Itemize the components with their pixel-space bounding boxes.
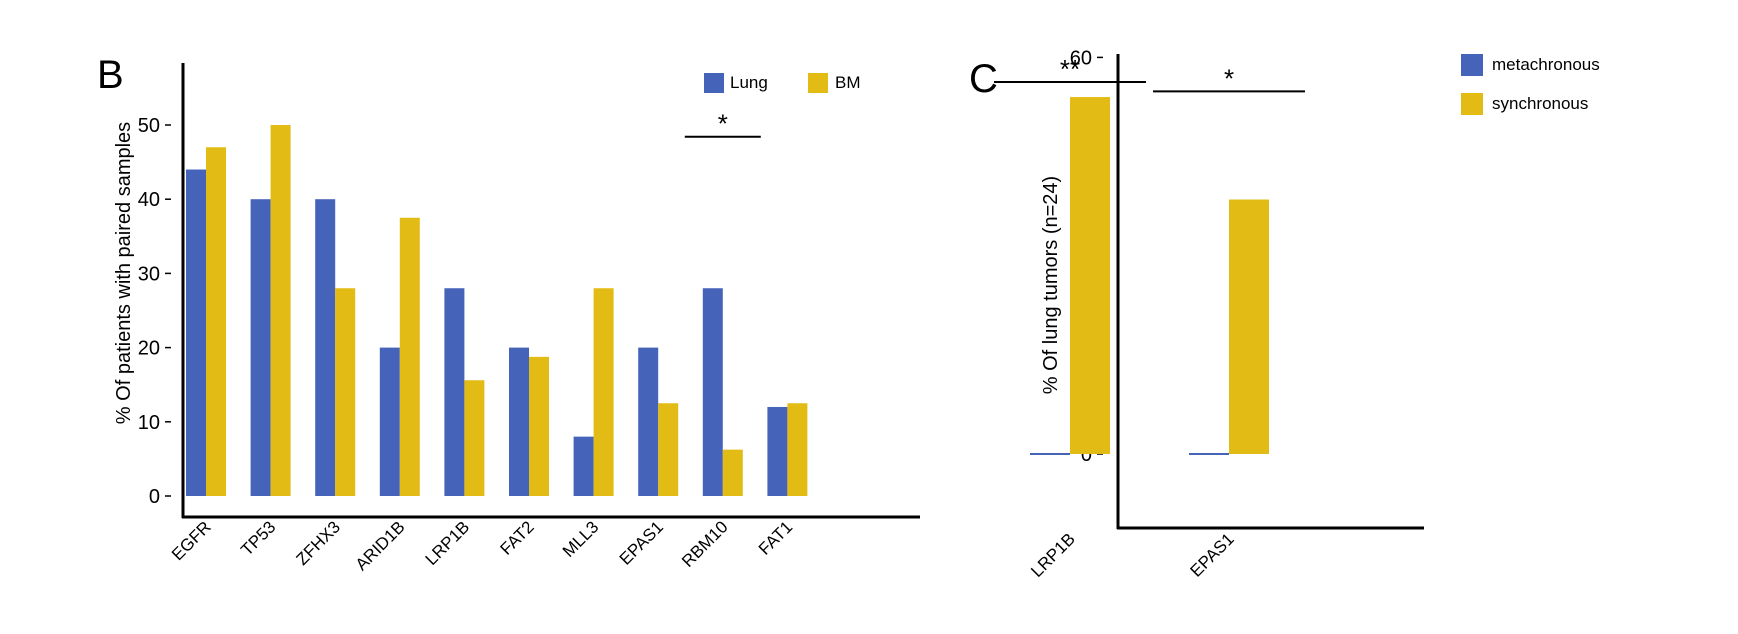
- y-tick-label: 60: [1070, 47, 1092, 69]
- bar-metachronous-epas1: [1189, 453, 1229, 455]
- x-tick-label-egfr: EGFR: [168, 517, 215, 564]
- bar-lung-fat2: [509, 347, 529, 496]
- panel-c-y-axis-title: % Of lung tumors (n=24): [1040, 176, 1062, 394]
- x-tick-label-arid1b: ARID1B: [352, 517, 409, 574]
- panel-c-legend: metachronous synchronous: [1461, 54, 1600, 115]
- bar-bm-tp53: [270, 125, 291, 496]
- x-tick-label-lrp1b: LRP1B: [1027, 529, 1079, 581]
- legend-label-metachronous: metachronous: [1492, 55, 1600, 74]
- x-tick-label-fat2: FAT2: [497, 517, 538, 558]
- x-tick-label-mll3: MLL3: [559, 517, 603, 561]
- legend-swatch-metachronous: [1461, 54, 1483, 76]
- panel-b-y-axis-title: % Of patients with paired samples: [113, 122, 135, 424]
- y-tick-label: 0: [1081, 444, 1092, 466]
- y-tick-label: 50: [138, 115, 160, 137]
- bar-lung-zfhx3: [315, 199, 336, 496]
- panel-b-legend: Lung BM: [704, 73, 861, 93]
- legend-label-bm: BM: [835, 73, 861, 92]
- y-tick-label: 40: [138, 189, 160, 211]
- bar-bm-arid1b: [399, 217, 420, 496]
- panel-b-x-ticks: EGFR TP53 ZFHX3 ARID1B LRP1B FAT2 MLL3 EPAS1 RBM…: [168, 517, 796, 574]
- bar-lung-egfr: [186, 169, 206, 496]
- x-tick-label-rbm10: RBM10: [678, 517, 732, 571]
- x-tick-label-fat1: FAT1: [755, 517, 796, 558]
- legend-label-synchronous: synchronous: [1492, 94, 1588, 113]
- legend-swatch-lung: [704, 73, 724, 93]
- y-tick-label: 10: [138, 412, 160, 434]
- bar-synchronous-epas1: [1229, 199, 1269, 454]
- bar-bm-fat1: [787, 403, 808, 496]
- x-tick-label-tp53: TP53: [237, 517, 279, 559]
- y-tick-label: 30: [138, 263, 160, 285]
- x-tick-label-zfhx3: ZFHX3: [293, 517, 345, 569]
- x-tick-label-epas1: EPAS1: [616, 517, 667, 568]
- bar-lung-mll3: [573, 436, 594, 496]
- bar-bm-egfr: [206, 147, 226, 496]
- legend-swatch-bm: [808, 73, 828, 93]
- panel-b-y-ticks: 0 10 20 30 40 50: [138, 115, 171, 508]
- panel-b-bars: [186, 125, 808, 496]
- significance-label-rbm10: *: [718, 109, 728, 139]
- panel-c-significance: ** *: [994, 54, 1305, 93]
- bar-lung-fat1: [767, 406, 788, 496]
- y-tick-label: 20: [138, 338, 160, 360]
- significance-label-epas1: *: [1224, 63, 1234, 93]
- legend-label-lung: Lung: [730, 73, 768, 92]
- significance-label-lrp1b: **: [1060, 54, 1080, 84]
- bar-lung-lrp1b: [444, 288, 465, 496]
- panel-c-chart: C % Of lung tumors (n=24) 0204060 *** LR…: [969, 47, 1600, 581]
- bar-bm-mll3: [593, 288, 614, 496]
- panel-c-letter: C: [969, 57, 998, 101]
- bar-bm-rbm10: [722, 449, 743, 496]
- panel-c-x-ticks: LRP1B EPAS1: [1027, 529, 1238, 581]
- panel-b-chart: B % Of patients with paired samples 0 10 2…: [97, 53, 920, 574]
- bar-metachronous-lrp1b: [1030, 453, 1070, 455]
- x-tick-label-epas1: EPAS1: [1187, 529, 1238, 580]
- panel-c-bars: [1030, 97, 1269, 455]
- legend-swatch-synchronous: [1461, 93, 1483, 115]
- bar-synchronous-lrp1b: [1070, 97, 1110, 454]
- y-tick-label: 0: [149, 486, 160, 508]
- bar-lung-arid1b: [379, 347, 400, 496]
- bar-lung-epas1: [638, 347, 659, 496]
- bar-bm-epas1: [658, 403, 679, 496]
- bar-lung-rbm10: [702, 288, 723, 496]
- panel-b-letter: B: [97, 53, 124, 97]
- panel-b-significance: *: [684, 109, 761, 139]
- bar-bm-lrp1b: [464, 380, 485, 496]
- bar-lung-tp53: [250, 199, 271, 496]
- x-tick-label-lrp1b: LRP1B: [422, 517, 474, 569]
- bar-bm-zfhx3: [335, 288, 356, 496]
- bar-bm-fat2: [529, 356, 549, 496]
